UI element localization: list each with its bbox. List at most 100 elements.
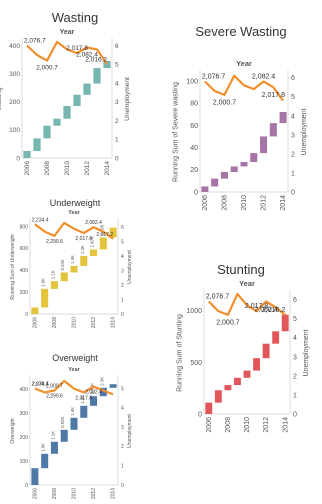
x-tick-label: 2008: [222, 195, 229, 211]
x-tick-label: 2008: [44, 161, 51, 176]
y-axis-right-label: Unemployment: [301, 108, 308, 155]
y-axis-right-label: Unemployment: [127, 250, 133, 284]
chart-title: Wasting: [51, 10, 99, 25]
y-right-tick-label: 0: [115, 155, 119, 162]
y-right-tick-label: 2: [291, 151, 295, 158]
bar: [23, 150, 31, 158]
line-data-label: 2,076.7: [206, 294, 229, 301]
bar: [50, 281, 58, 289]
series-line: [26, 40, 108, 65]
y-right-tick-label: 3: [291, 132, 295, 139]
bar: [70, 417, 78, 430]
chart-svg: Year 0 20 40 60 80 100 0 1 2 3 4 5 6 Running Sum of Se…: [173, 59, 309, 211]
chart-svg: Year 0 200 400 600 800 0 1 2 3 4 5 6 Running Sum of U…: [10, 210, 133, 328]
y-right-tick-label: 6: [291, 75, 295, 82]
y-right-tick-label: 4: [121, 406, 124, 412]
y-tick-label: 300: [20, 411, 29, 417]
x-tick-label: 2006: [32, 488, 38, 499]
line-data-label: 2,299.6: [46, 239, 63, 245]
y-axis-right-label: Unemployment: [124, 77, 131, 121]
bar: [272, 331, 280, 344]
bar: [53, 118, 61, 126]
bar: [70, 265, 78, 273]
y-right-tick-label: 1: [121, 463, 124, 469]
bar: [83, 83, 91, 95]
line-data-label: 2,000.7: [213, 100, 236, 107]
y-right-tick-label: 6: [121, 225, 124, 231]
line-data-label: 2,016.2: [262, 307, 285, 314]
bar-label: 1.4K: [70, 407, 75, 416]
chart-title: Severe Wasting: [195, 24, 287, 39]
y-tick-label: 0: [198, 411, 202, 418]
x-tick-label: 2006: [24, 161, 31, 176]
y-tick-label: 20: [190, 167, 198, 174]
y-right-tick-label: 0: [293, 411, 297, 418]
x-tick-label: 2010: [244, 417, 251, 433]
y-right-tick-label: 5: [293, 316, 297, 323]
line-data-label: 2,082.4: [85, 390, 102, 396]
y-tick-label: 400: [20, 268, 29, 274]
y-right-tick-label: 1: [291, 170, 295, 177]
bar-label: 2.42K: [90, 236, 95, 247]
x-tick-label: 2008: [52, 317, 58, 328]
axis-header: Year: [68, 210, 80, 216]
bar: [243, 370, 251, 378]
bar: [50, 441, 58, 454]
y-axis-label: Wasting: [0, 87, 3, 111]
bar: [220, 172, 228, 179]
y-right-tick-label: 3: [121, 268, 124, 274]
y-tick-label: 60: [190, 123, 198, 130]
line-data-label: 2,016.2: [85, 56, 107, 63]
y-right-tick-label: 4: [293, 335, 297, 342]
bar: [31, 307, 39, 314]
y-axis-label: Overweight: [10, 418, 16, 444]
line-data-label: 2,082.4: [76, 52, 98, 59]
y-axis-label: Running Sum of Underweight: [10, 234, 16, 300]
line-data-label: 2,082.4: [254, 306, 277, 313]
line-data-label: 2,076.7: [32, 382, 49, 388]
line-data-label: 2,234.4: [32, 382, 49, 388]
y-tick-label: 80: [190, 101, 198, 108]
y-tick-label: 100: [9, 127, 20, 134]
y-right-tick-label: 3: [115, 99, 119, 106]
y-tick-label: 600: [20, 246, 29, 252]
bar: [201, 186, 209, 192]
y-right-tick-label: 1: [121, 297, 124, 303]
x-tick-label: 2014: [104, 161, 111, 176]
bar: [73, 94, 81, 107]
bar: [99, 387, 107, 397]
axis-header: Year: [60, 29, 75, 36]
line-data-label: 2,017.6: [75, 236, 92, 242]
x-tick-label: 2006: [206, 417, 213, 433]
bar: [214, 390, 222, 403]
y-right-tick-label: 5: [121, 239, 124, 245]
bar: [41, 288, 49, 308]
bar: [109, 227, 117, 238]
y-tick-label: 100: [186, 78, 198, 85]
bar: [253, 358, 260, 371]
y-tick-label: 0: [25, 483, 28, 489]
bar-label: 1.1K: [50, 431, 55, 440]
bar: [93, 68, 101, 84]
chart-title: Stunting: [217, 262, 265, 277]
x-tick-label: 2014: [111, 488, 117, 499]
bar-label: 1.1K: [50, 270, 55, 279]
chart-svg: Year 0 100 200 300 400 0 1 2 3 4 5 6 Wasting Unemploym…: [0, 29, 131, 176]
y-right-tick-label: 0: [121, 483, 124, 489]
chart-severe-wasting: Severe Wasting Year 0 20 40 60 80 100 0 1 2 3 4 5 6 Ru…: [160, 14, 322, 211]
y-tick-label: 400: [9, 43, 20, 50]
chart-underweight: Underweight Year 0 200 400 600 800 0 1 2 3 4 5 6 Runn…: [0, 190, 150, 340]
y-right-tick-label: 2: [293, 373, 297, 380]
y-tick-label: 300: [9, 71, 20, 78]
axis-header: Year: [68, 367, 80, 373]
line-data-label: 2,082.4: [252, 74, 275, 81]
y-right-tick-label: 5: [115, 62, 119, 69]
x-tick-label: 2012: [91, 488, 97, 499]
line-data-label: 2,076.7: [24, 38, 46, 45]
series-line: [34, 221, 114, 240]
bar-label: 1.4K: [80, 245, 85, 254]
bar: [279, 112, 287, 124]
x-tick-label: 2012: [84, 161, 91, 176]
bar: [80, 256, 88, 266]
bar: [230, 166, 238, 172]
